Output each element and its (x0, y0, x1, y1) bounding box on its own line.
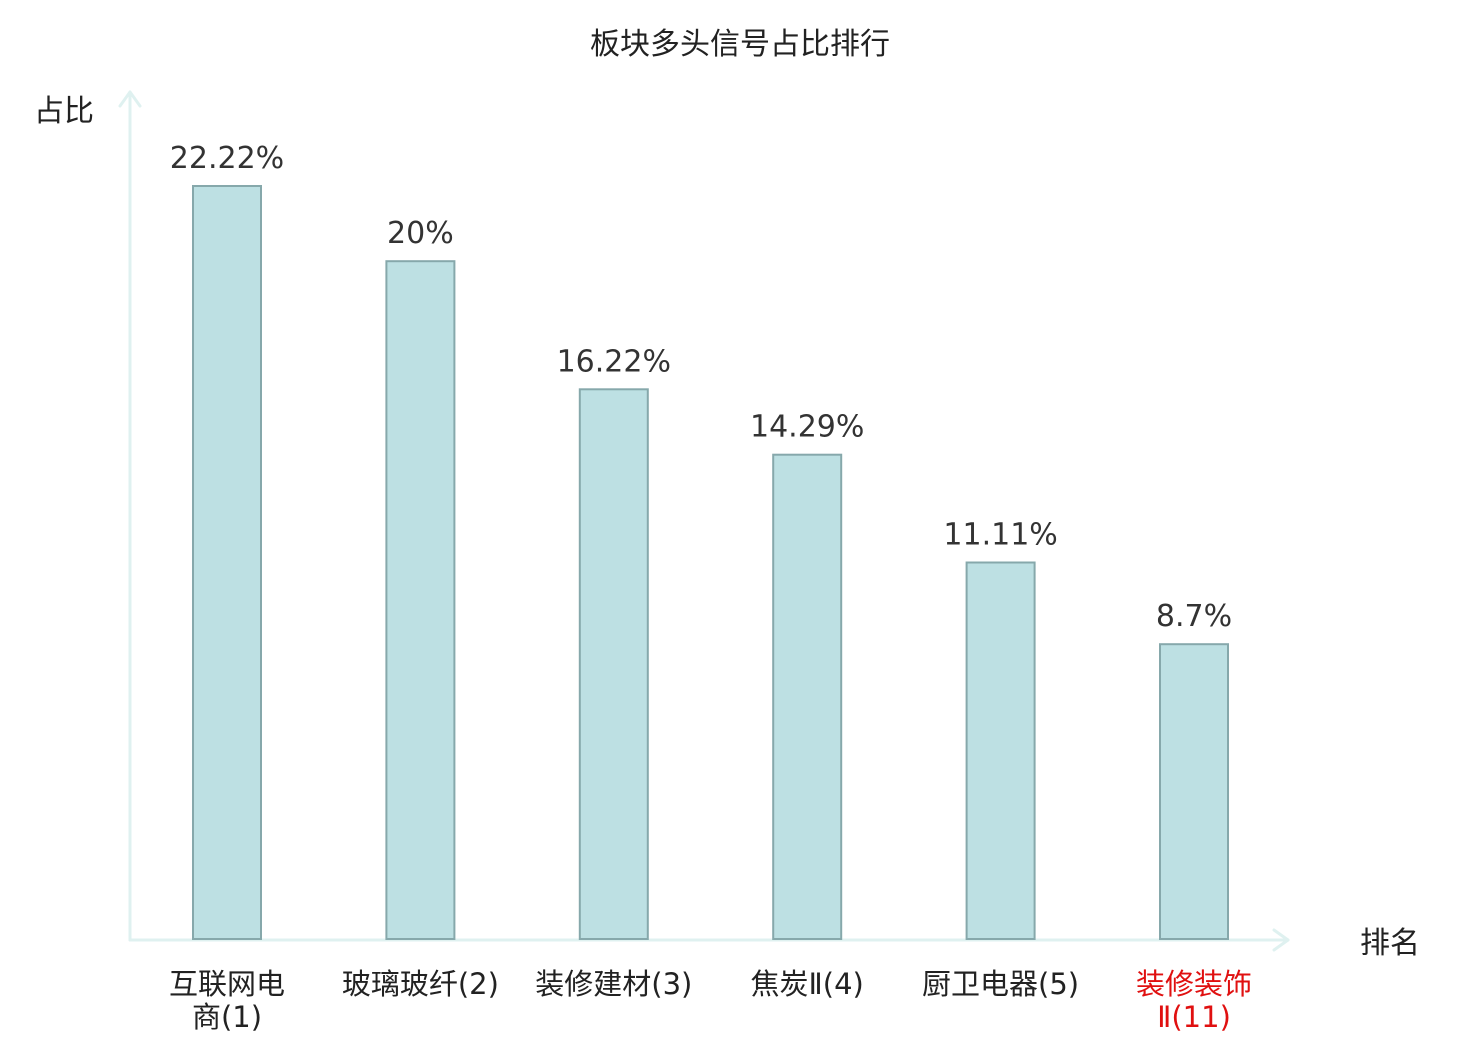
bar-1 (192, 185, 262, 940)
bars-group (192, 185, 1229, 940)
category-label-5: 厨卫电器(5) (922, 967, 1079, 1001)
value-label-3: 16.22% (557, 344, 671, 379)
category-label-4: 焦炭Ⅱ(4) (751, 967, 864, 1001)
y-axis-arrow (118, 90, 142, 108)
value-label-1: 22.22% (170, 141, 284, 176)
value-labels-group: 22.22% 20% 16.22% 14.29% 11.11% 8.7% (170, 141, 1232, 634)
value-label-5: 11.11% (943, 518, 1057, 553)
bar-3 (578, 388, 649, 940)
category-label-6-line-1: 装修装饰 (1136, 967, 1252, 1001)
bar-4 (772, 453, 843, 940)
value-label-4: 14.29% (750, 410, 864, 445)
bar-6 (1159, 643, 1229, 940)
chart-title: 板块多头信号占比排行 (590, 27, 890, 62)
value-label-2: 20% (387, 216, 454, 251)
category-label-6-line-2: Ⅱ(11) (1157, 1000, 1231, 1034)
category-label-3: 装修建材(3) (535, 967, 692, 1001)
category-label-1-line-1: 互联网电 (169, 967, 285, 1001)
category-label-1-line-2: 商(1) (192, 1000, 262, 1034)
y-axis-label: 占比 (34, 94, 94, 129)
bar-2 (385, 260, 456, 940)
value-label-6: 8.7% (1156, 599, 1232, 634)
axes (118, 90, 1290, 952)
category-label-2: 玻璃玻纤(2) (342, 967, 499, 1001)
bar-5 (965, 561, 1036, 940)
x-axis-label: 排名 (1360, 926, 1420, 961)
x-axis-arrow (1272, 928, 1290, 952)
